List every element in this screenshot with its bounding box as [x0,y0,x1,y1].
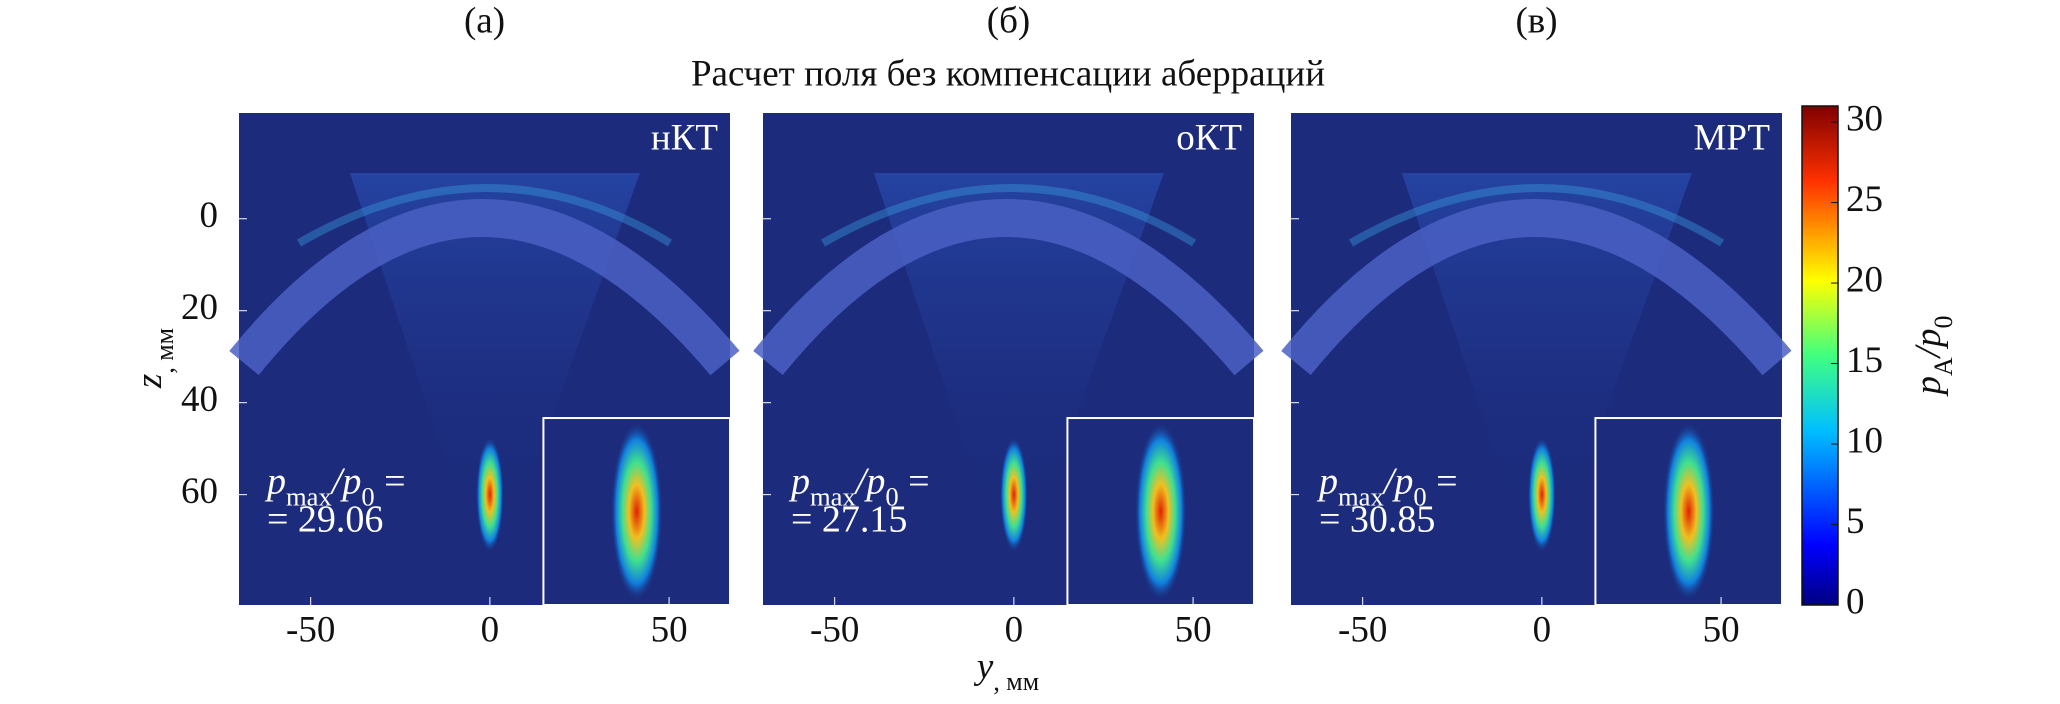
x-tick-label: -50 [810,609,859,650]
annotation-part: /p [1382,460,1414,502]
annotation-part: 0 [1413,482,1426,512]
beam [873,173,1164,535]
annotation-part: = [1427,460,1458,502]
inset-spot [610,421,663,602]
annotation-part: /p [854,460,886,502]
x-tick-label: 0 [481,609,500,650]
annotation-part: /p [330,460,362,502]
inset-spot [1662,421,1715,602]
annotation-part: = [375,460,406,502]
annotation-part: max [810,482,856,512]
y-tick-label: 40 [181,379,218,420]
colorbar-label-part: /p [1908,328,1949,359]
panel-label: (б) [987,0,1030,41]
skull [1281,199,1792,376]
x-tick-label: -50 [286,609,335,650]
y-axis-label-part: z [129,374,170,389]
colorbar-tick-label: 10 [1846,421,1883,462]
annotation-value: = 29.06 [267,498,383,540]
x-tick-label: 50 [651,609,688,650]
beam [1401,173,1692,535]
annotation: pmax/p0 = [788,460,930,511]
annotation-part: p [788,460,810,502]
colorbar-label-part: A [1929,357,1958,376]
heatmap-panel [229,113,740,607]
x-axis-label: y, мм [973,646,1039,696]
panel-label: (а) [464,0,505,41]
colorbar-tick-label: 30 [1846,99,1883,140]
x-tick-label: 50 [1703,609,1740,650]
x-axis-label-part: , мм [993,667,1039,696]
colorbar-tick-label: 0 [1846,581,1865,622]
y-tick-label: 0 [200,195,219,236]
annotation-part: p [264,460,286,502]
inset-spot [1134,421,1187,602]
annotation-part: = [899,460,930,502]
colorbar [1801,105,1839,606]
y-axis-label-part: , мм [150,328,179,374]
annotation: pmax/p0 = [264,460,406,511]
colorbar-label-part: 0 [1929,316,1958,329]
annotation: pmax/p0 = [1316,460,1458,511]
annotation-part: max [286,482,332,512]
x-tick-label: 50 [1175,609,1212,650]
corner-label: оКТ [1176,117,1242,158]
focal-spot [475,436,504,553]
focal-spot [999,436,1028,553]
colorbar-tick-label: 15 [1846,340,1883,381]
skull-inner [1349,184,1725,247]
y-tick-label: 20 [181,287,218,328]
annotation-part: 0 [885,482,898,512]
colorbar-label-part: p [1908,376,1949,398]
colorbar-label: pA/p0 [1908,316,1958,398]
heatmap-panel [753,113,1264,607]
skull-inner [821,184,1197,247]
panel-label: (в) [1515,0,1557,41]
x-axis-label-part: y [973,646,994,687]
skull [229,199,740,376]
x-tick-label: 0 [1005,609,1024,650]
annotation-part: 0 [361,482,374,512]
y-axis-label: z, мм [129,328,179,389]
figure-title: Расчет поля без компенсации аберраций [691,53,1325,94]
colorbar-tick-label: 5 [1846,501,1865,542]
annotation-part: max [1338,482,1384,512]
heatmap-panel [1281,113,1792,607]
x-tick-label: -50 [1338,609,1387,650]
focal-spot [1527,436,1556,553]
skull-inner [297,184,673,247]
corner-label: МРТ [1693,117,1770,158]
beam [349,173,640,535]
y-tick-label: 60 [181,471,218,512]
colorbar-tick-label: 25 [1846,179,1883,220]
annotation-part: p [1316,460,1338,502]
x-tick-label: 0 [1533,609,1552,650]
annotation-value: = 30.85 [1319,498,1435,540]
annotation-value: = 27.15 [791,498,907,540]
colorbar-tick-label: 20 [1846,260,1883,301]
corner-label: нКТ [651,117,718,158]
skull [753,199,1264,376]
